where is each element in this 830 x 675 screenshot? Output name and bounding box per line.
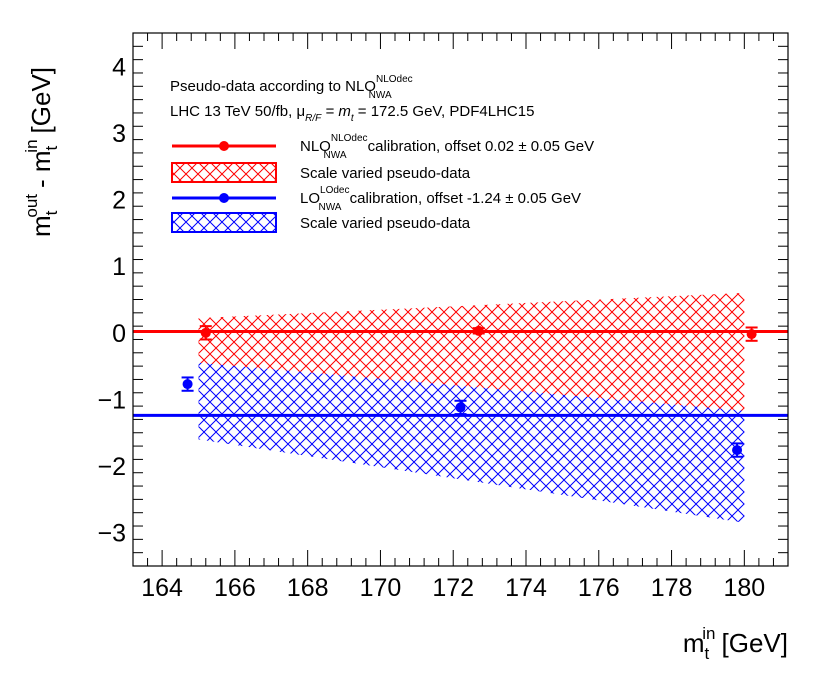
- legend-swatch-blue-band: [171, 212, 277, 233]
- data-point-0-1: [473, 325, 484, 336]
- y-tick-label: −2: [97, 453, 126, 481]
- x-tick-label: 172: [432, 574, 474, 602]
- x-tick-label: 168: [287, 574, 329, 602]
- legend-entry-lo-calibration: LOLOdec NWA calibration, offset -1.24 ± 0…: [172, 185, 581, 213]
- legend-marker-red: [219, 141, 229, 151]
- x-tick-label: 180: [723, 574, 765, 602]
- data-point-0-2: [746, 329, 757, 340]
- x-tick-label: 164: [141, 574, 183, 602]
- offset-lines-layer: [133, 329, 788, 417]
- legend-entry-blue-band: Scale varied pseudo-data: [171, 212, 471, 233]
- legend-entry-nlo-calibration: NLONLOdec NWA calibration, offset 0.02 ± …: [172, 133, 594, 161]
- y-tick-label: 3: [112, 120, 126, 148]
- scale-band-1: [198, 362, 745, 523]
- y-tick-label: 0: [112, 320, 126, 348]
- x-tick-label: 174: [505, 574, 547, 602]
- data-point-1-2: [732, 445, 743, 456]
- scale-band-0: [198, 292, 745, 411]
- y-tick-label: 1: [112, 253, 126, 281]
- x-tick-label: 170: [360, 574, 402, 602]
- legend-marker-blue: [219, 193, 229, 203]
- x-tick-label: 176: [578, 574, 620, 602]
- data-point-1-0: [182, 379, 193, 390]
- x-tick-label: 178: [651, 574, 693, 602]
- legend-label-lo: LOLOdec NWA calibration, offset -1.24 ± 0…: [300, 185, 581, 213]
- points-layer: [181, 325, 758, 458]
- legend-label-nlo: NLONLOdec NWA calibration, offset 0.02 ± …: [300, 133, 594, 161]
- y-tick-label: 4: [112, 53, 126, 81]
- tick-labels-layer: 164 166 168 170 172 174 176 178 180 −3 −2 −1 0 1 2 3 4: [97, 53, 765, 602]
- y-tick-label: −3: [97, 520, 126, 548]
- x-tick-label: 166: [214, 574, 256, 602]
- legend-header-line2: LHC 13 TeV 50/fb, μR/F = mt = 172.5 GeV,…: [170, 103, 534, 124]
- data-point-0-0: [200, 327, 211, 338]
- y-axis-title: mtout- mtin[GeV]: [22, 67, 61, 237]
- legend-entry-red-band: Scale varied pseudo-data: [171, 162, 471, 183]
- y-tick-label: 2: [112, 187, 126, 215]
- legend-label-red-band: Scale varied pseudo-data: [300, 165, 471, 182]
- ticks-layer: [132, 32, 789, 567]
- x-axis-title: mtin [GeV]: [683, 624, 788, 663]
- legend-label-blue-band: Scale varied pseudo-data: [300, 215, 471, 232]
- y-tick-label: −1: [97, 386, 126, 414]
- data-point-1-1: [455, 402, 466, 413]
- bands-layer: [198, 292, 745, 523]
- legend-swatch-red-band: [171, 162, 277, 183]
- legend-header-line1: Pseudo-data according to NLONLOdec NWA: [170, 74, 413, 101]
